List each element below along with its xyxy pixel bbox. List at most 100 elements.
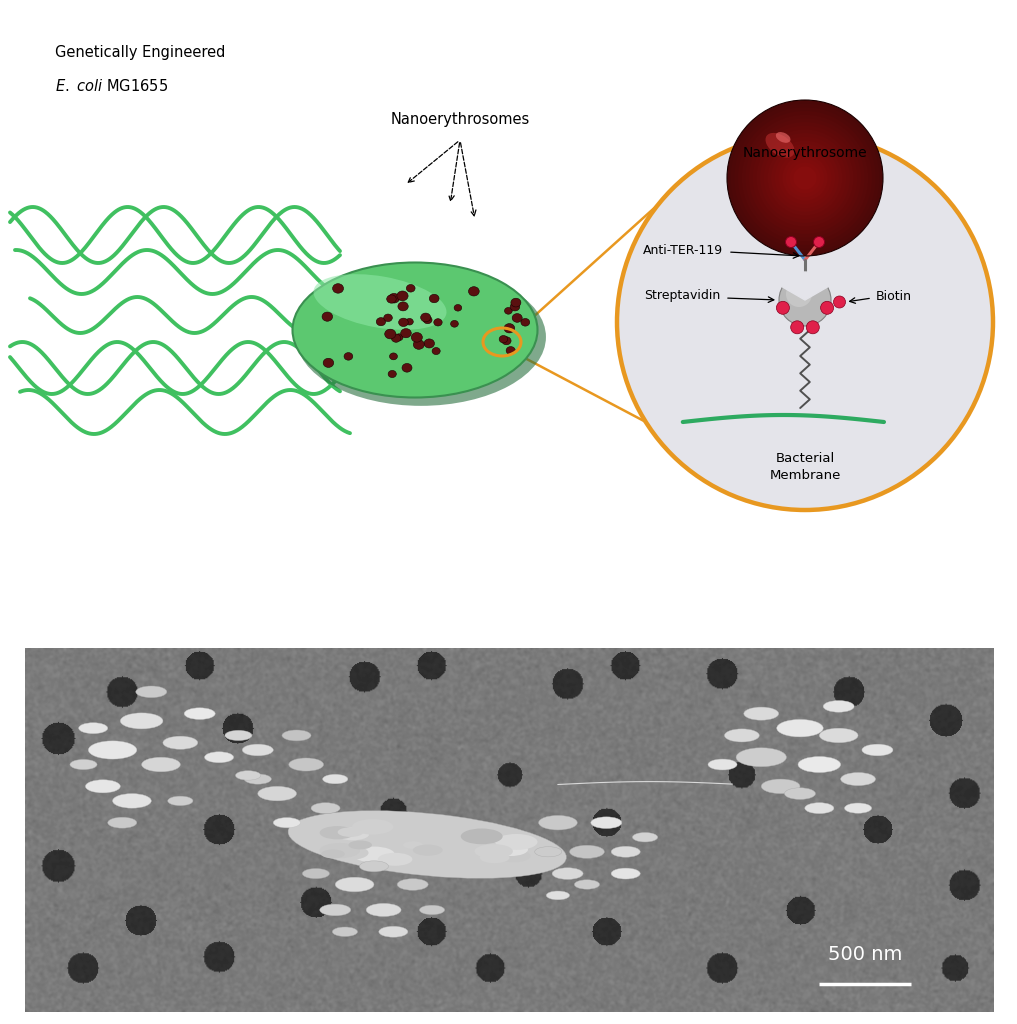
Ellipse shape bbox=[293, 262, 538, 397]
Text: Nanoerythrosome: Nanoerythrosome bbox=[742, 146, 868, 160]
Circle shape bbox=[784, 787, 816, 800]
Circle shape bbox=[242, 744, 274, 756]
Circle shape bbox=[786, 281, 812, 307]
Ellipse shape bbox=[288, 811, 566, 879]
Ellipse shape bbox=[521, 318, 530, 326]
Circle shape bbox=[591, 817, 621, 828]
Circle shape bbox=[493, 843, 528, 856]
Circle shape bbox=[353, 847, 395, 862]
Circle shape bbox=[790, 321, 803, 334]
Ellipse shape bbox=[469, 287, 479, 296]
Circle shape bbox=[570, 845, 604, 858]
Ellipse shape bbox=[407, 285, 415, 292]
Circle shape bbox=[497, 850, 531, 862]
Text: Biotin: Biotin bbox=[876, 290, 912, 302]
Ellipse shape bbox=[776, 132, 790, 142]
Ellipse shape bbox=[455, 304, 462, 311]
Circle shape bbox=[820, 728, 858, 742]
Circle shape bbox=[741, 115, 869, 242]
Ellipse shape bbox=[323, 358, 334, 368]
Circle shape bbox=[804, 803, 834, 814]
Circle shape bbox=[88, 741, 136, 759]
Circle shape bbox=[841, 772, 876, 785]
Ellipse shape bbox=[313, 274, 446, 330]
Text: Nanoerythrosomes: Nanoerythrosomes bbox=[391, 112, 530, 127]
Circle shape bbox=[378, 927, 408, 937]
Ellipse shape bbox=[421, 313, 430, 322]
Circle shape bbox=[738, 111, 872, 245]
Ellipse shape bbox=[513, 313, 522, 323]
Circle shape bbox=[398, 879, 428, 890]
Text: $\mathit{E.\ coli}$ MG1655: $\mathit{E.\ coli}$ MG1655 bbox=[55, 78, 168, 94]
Circle shape bbox=[750, 122, 861, 233]
Circle shape bbox=[862, 744, 893, 756]
Ellipse shape bbox=[766, 133, 794, 158]
Circle shape bbox=[789, 163, 821, 194]
Ellipse shape bbox=[344, 352, 353, 360]
Circle shape bbox=[782, 156, 828, 201]
Circle shape bbox=[352, 819, 394, 835]
Circle shape bbox=[821, 301, 834, 314]
Ellipse shape bbox=[451, 321, 459, 328]
Ellipse shape bbox=[384, 329, 396, 339]
Circle shape bbox=[113, 794, 152, 808]
Text: Genetically Engineered: Genetically Engineered bbox=[55, 45, 226, 60]
Circle shape bbox=[366, 903, 401, 916]
Circle shape bbox=[349, 841, 372, 849]
Circle shape bbox=[779, 152, 832, 205]
Ellipse shape bbox=[429, 294, 439, 303]
Circle shape bbox=[762, 779, 800, 794]
Circle shape bbox=[365, 823, 385, 831]
Circle shape bbox=[764, 137, 846, 219]
Circle shape bbox=[225, 730, 252, 740]
Circle shape bbox=[70, 760, 97, 770]
Circle shape bbox=[359, 861, 388, 871]
Ellipse shape bbox=[296, 268, 546, 406]
Circle shape bbox=[302, 868, 330, 879]
Circle shape bbox=[338, 827, 363, 837]
Ellipse shape bbox=[501, 337, 512, 345]
Circle shape bbox=[546, 891, 570, 900]
Ellipse shape bbox=[395, 334, 403, 341]
Circle shape bbox=[539, 815, 578, 829]
Ellipse shape bbox=[406, 318, 413, 325]
Circle shape bbox=[168, 796, 193, 806]
Circle shape bbox=[244, 774, 272, 784]
Ellipse shape bbox=[506, 346, 516, 354]
Circle shape bbox=[184, 708, 216, 720]
Circle shape bbox=[844, 803, 872, 813]
Ellipse shape bbox=[511, 302, 520, 311]
Text: Streptavidin: Streptavidin bbox=[644, 290, 720, 302]
Circle shape bbox=[78, 723, 108, 733]
Circle shape bbox=[777, 720, 823, 737]
Circle shape bbox=[378, 853, 413, 865]
Ellipse shape bbox=[413, 340, 424, 349]
Circle shape bbox=[823, 700, 854, 712]
Text: Bacterial
Membrane: Bacterial Membrane bbox=[769, 452, 841, 482]
Circle shape bbox=[282, 730, 311, 741]
Circle shape bbox=[108, 817, 136, 828]
Circle shape bbox=[760, 133, 850, 223]
Ellipse shape bbox=[397, 291, 408, 301]
Circle shape bbox=[779, 274, 831, 326]
Ellipse shape bbox=[333, 284, 344, 293]
Circle shape bbox=[793, 166, 817, 189]
Circle shape bbox=[403, 842, 423, 849]
Circle shape bbox=[633, 833, 658, 842]
Circle shape bbox=[413, 845, 442, 856]
Circle shape bbox=[333, 927, 358, 937]
Circle shape bbox=[342, 827, 362, 836]
Circle shape bbox=[768, 140, 842, 215]
Ellipse shape bbox=[499, 336, 507, 343]
Circle shape bbox=[336, 827, 369, 841]
Circle shape bbox=[475, 844, 513, 858]
Ellipse shape bbox=[322, 312, 333, 322]
Circle shape bbox=[745, 119, 864, 238]
Circle shape bbox=[495, 834, 538, 850]
Text: 500 nm: 500 nm bbox=[828, 945, 902, 964]
Ellipse shape bbox=[504, 307, 513, 314]
Circle shape bbox=[786, 159, 824, 197]
Ellipse shape bbox=[423, 316, 432, 324]
Ellipse shape bbox=[504, 324, 515, 333]
Circle shape bbox=[204, 752, 234, 763]
